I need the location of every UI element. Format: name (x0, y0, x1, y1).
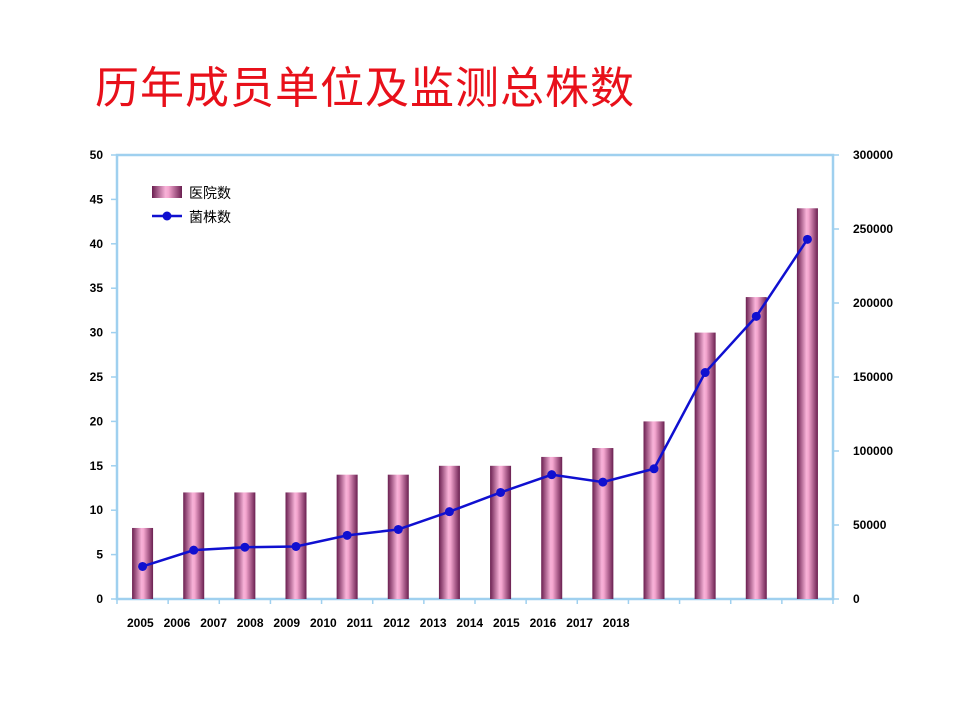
left-tick-label: 15 (90, 459, 104, 473)
right-tick-label: 100000 (853, 444, 893, 458)
left-tick-label: 20 (90, 414, 104, 428)
x-tick-label: 2005 (127, 616, 154, 630)
legend-line-marker (162, 211, 172, 221)
legend-bar-swatch (152, 186, 182, 198)
x-axis: 2005 2006 2007 2008 2009 2010 2011 2012 2013 2014… (127, 616, 630, 630)
right-tick-label: 150000 (853, 370, 893, 384)
bar-series (132, 208, 818, 599)
left-tick-label: 30 (90, 326, 104, 340)
point-strains (240, 542, 250, 552)
legend: 医院数 菌株数 (152, 186, 231, 226)
right-tick-label: 250000 (853, 222, 893, 236)
point-strains (189, 545, 199, 555)
x-tick-label: 2007 (200, 616, 227, 630)
left-tick-label: 5 (96, 548, 103, 562)
right-tick-label: 0 (853, 592, 860, 606)
bar-hospitals (490, 465, 512, 599)
point-strains (649, 464, 659, 474)
point-strains (496, 487, 506, 497)
right-tick-label: 50000 (853, 518, 887, 532)
x-tick-label: 2010 (310, 616, 337, 630)
point-strains (444, 507, 454, 517)
bar-hospitals (643, 421, 665, 599)
x-tick-label: 2018 (603, 616, 630, 630)
line-strains (142, 238, 809, 568)
slide-title: 历年成员单位及监测总株数 (95, 63, 635, 114)
point-strains (547, 470, 557, 480)
bar-hospitals (694, 332, 716, 599)
x-tick-label: 2017 (566, 616, 593, 630)
left-tick-label: 50 (90, 148, 104, 162)
point-strains (138, 561, 148, 571)
left-tick-label: 10 (90, 503, 104, 517)
point-strains (751, 311, 761, 321)
bar-hospitals (438, 465, 460, 599)
line-series (138, 234, 812, 571)
x-tick-label: 2015 (493, 616, 520, 630)
left-tick-label: 45 (90, 192, 104, 206)
left-tick-label: 0 (96, 592, 103, 606)
x-tick-label: 2011 (347, 616, 373, 630)
x-tick-label: 2006 (164, 616, 191, 630)
x-tick-label: 2016 (530, 616, 557, 630)
right-axis: 0 50000 100000 150000 200000 250000 300000 (116, 148, 893, 606)
point-strains (700, 368, 710, 378)
bar-hospitals (541, 456, 563, 599)
x-tick-label: 2009 (273, 616, 300, 630)
point-strains (598, 477, 608, 487)
point-strains (342, 530, 352, 540)
x-tick-label: 2013 (420, 616, 447, 630)
legend-bar-label: 医院数 (189, 186, 231, 202)
right-tick-label: 300000 (853, 148, 893, 162)
left-tick-label: 40 (90, 237, 104, 251)
legend-line-label: 菌株数 (189, 210, 231, 226)
right-tick-label: 200000 (853, 296, 893, 310)
bar-hospitals (745, 297, 767, 599)
x-tick-label: 2012 (383, 616, 410, 630)
bar-hospitals (796, 208, 818, 599)
bar-hospitals (387, 474, 409, 599)
point-strains (291, 541, 301, 551)
point-strains (393, 524, 403, 534)
x-tick-label: 2014 (456, 616, 483, 630)
bar-hospitals (592, 448, 614, 599)
left-tick-label: 25 (90, 370, 104, 384)
left-tick-label: 35 (90, 281, 104, 295)
left-axis: 0 5 10 15 20 25 30 35 40 45 50 (90, 148, 117, 606)
x-tick-label: 2008 (237, 616, 264, 630)
point-strains (802, 234, 812, 244)
